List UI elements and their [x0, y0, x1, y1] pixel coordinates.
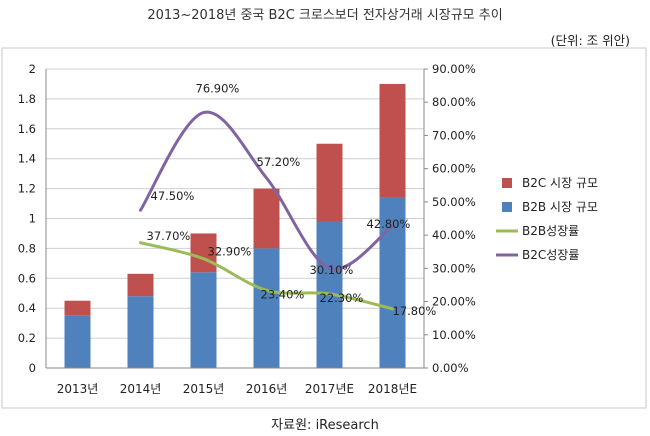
axes: 00.20.40.60.811.21.41.61.820.00%10.00%20…	[18, 62, 476, 396]
y-left-tick-label: 0.6	[18, 271, 36, 285]
bar-b2c-market	[316, 143, 343, 222]
line-b2b-growth-data-label: 17.80%	[393, 304, 437, 318]
chart-border	[1, 47, 647, 409]
y-left-tick-label: 1.4	[18, 152, 36, 166]
y-left-tick-label: 0.8	[18, 241, 36, 255]
y-left-tick-label: 0.2	[18, 331, 36, 345]
line-b2b-growth-point	[202, 258, 205, 260]
x-tick-label: 2015년	[183, 382, 225, 396]
y-right-tick-label: 50.00%	[432, 195, 476, 209]
y-right-tick-label: 40.00%	[432, 228, 476, 242]
bar-b2c-market	[379, 83, 406, 198]
line-b2b-growth-data-label: 37.70%	[147, 229, 191, 243]
y-right-tick-label: 10.00%	[432, 328, 476, 342]
bar-b2c-market	[127, 273, 154, 297]
line-b2c-growth-point	[265, 177, 268, 179]
bars	[64, 83, 406, 368]
legend: B2C 시장 규모 B2B 시장 규모 B2B성장률 B2C성장률	[496, 176, 598, 262]
y-left-tick-label: 1.8	[18, 92, 36, 106]
legend-swatch	[502, 202, 512, 212]
y-right-tick-label: 90.00%	[432, 62, 476, 76]
y-left-tick-label: 0.4	[18, 301, 36, 315]
y-right-tick-label: 80.00%	[432, 95, 476, 109]
line-b2b-growth-data-label: 23.40%	[261, 287, 305, 301]
y-left-tick-label: 1.2	[18, 182, 36, 196]
legend-label: B2C 시장 규모	[522, 176, 598, 190]
y-left-tick-label: 1.6	[18, 122, 36, 136]
x-tick-label: 2017년E	[305, 382, 354, 396]
y-right-tick-label: 60.00%	[432, 162, 476, 176]
growth-lines	[139, 110, 394, 311]
line-b2c-growth-point	[139, 209, 142, 211]
line-b2b-growth-data-label: 22.30%	[320, 291, 364, 305]
x-tick-label: 2018년E	[368, 382, 417, 396]
y-left-tick-label: 1	[29, 212, 36, 226]
legend-label: B2C성장률	[522, 248, 579, 262]
bar-b2c-market	[64, 300, 91, 316]
line-b2c-growth-data-label: 47.50%	[151, 189, 195, 203]
x-tick-label: 2013년	[57, 382, 99, 396]
bar-b2b-market	[127, 296, 154, 368]
y-right-tick-label: 20.00%	[432, 295, 476, 309]
bar-b2b-market	[253, 248, 280, 368]
y-right-tick-label: 0.00%	[432, 361, 469, 375]
y-left-tick-label: 0	[29, 361, 36, 375]
line-b2c-growth-data-label: 30.10%	[310, 263, 354, 277]
unit-label: (단위: 조 위안)	[550, 33, 630, 48]
line-b2c-growth-data-label: 57.20%	[257, 155, 301, 169]
data-labels: 37.70% 32.90% 23.40% 22.30% 17.80% 47.50% 76.9…	[147, 82, 437, 318]
line-b2b-growth-data-label: 32.90%	[208, 245, 252, 259]
bar-b2b-market	[190, 272, 217, 368]
line-b2c-growth-data-label: 76.90%	[196, 82, 240, 96]
x-tick-label: 2016년	[246, 382, 288, 396]
line-b2b-growth-point	[328, 293, 331, 295]
legend-label: B2B 시장 규모	[522, 200, 598, 214]
line-b2b-growth-point	[265, 289, 268, 291]
line-b2c-growth-data-label: 42.80%	[367, 217, 411, 231]
bar-b2b-market	[64, 315, 91, 368]
chart-title: 2013~2018년 중국 B2C 크로스보더 전자상거래 시장규모 추이	[147, 8, 503, 23]
line-b2c-growth-point	[202, 111, 205, 114]
legend-swatch	[502, 178, 512, 188]
y-left-tick-label: 2	[29, 62, 36, 76]
y-right-tick-label: 70.00%	[432, 128, 476, 142]
line-b2b-growth-point	[139, 242, 142, 244]
line-b2b-growth-point	[391, 308, 394, 310]
line-b2c-growth-point	[391, 225, 394, 227]
legend-label: B2B성장률	[522, 224, 579, 238]
line-b2c-growth-point	[328, 267, 331, 269]
y-right-tick-label: 30.00%	[432, 261, 476, 275]
x-tick-label: 2014년	[120, 382, 162, 396]
bar-b2c-market	[253, 188, 280, 249]
source-label: 자료원: iResearch	[271, 418, 379, 433]
bar-b2c-market	[190, 233, 217, 273]
